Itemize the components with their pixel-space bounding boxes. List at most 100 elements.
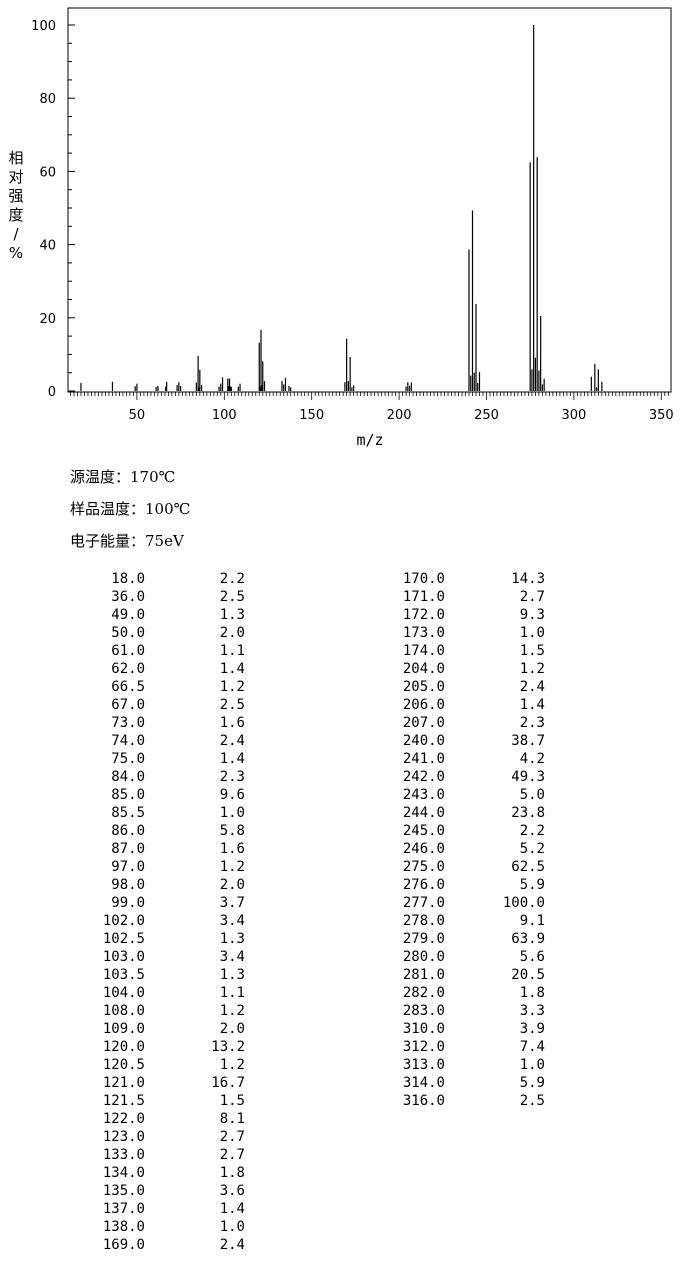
table-row: 50.0 2.0: [0, 624, 260, 642]
table-row: 121.0 16.7: [0, 1074, 260, 1092]
mz-value: 61.0: [111, 643, 145, 659]
table-row: 36.0 2.5: [0, 588, 260, 606]
table-row: 122.0 8.1: [0, 1110, 260, 1128]
y-tick-label: 20: [39, 312, 56, 327]
mz-value: 170.0: [402, 571, 445, 587]
mz-value: 204.0: [402, 661, 445, 677]
mz-value: 310.0: [402, 1021, 445, 1037]
table-row: 135.0 3.6: [0, 1182, 260, 1200]
mz-value: 74.0: [111, 733, 145, 749]
table-row: 102.5 1.3: [0, 930, 260, 948]
table-row: 169.0 2.4: [0, 1236, 260, 1254]
mz-value: 108.0: [102, 1003, 145, 1019]
abundance-value: 1.1: [219, 643, 245, 659]
abundance-value: 3.7: [219, 895, 245, 911]
table-row: 275.0 62.5: [0, 858, 600, 876]
abundance-value: 8.1: [219, 1111, 245, 1127]
table-row: 98.0 2.0: [0, 876, 260, 894]
abundance-value: 2.2: [519, 823, 545, 839]
table-row: 313.0 1.0: [0, 1056, 600, 1074]
mz-value: 84.0: [111, 769, 145, 785]
table-row: 62.0 1.4: [0, 660, 260, 678]
table-row: 282.0 1.8: [0, 984, 600, 1002]
mz-value: 86.0: [111, 823, 145, 839]
peak-table-left: 18.0 2.2 36.0 2.5 49.0 1.3 50.0 2.0 61.0 1.1 62.0 1…: [0, 570, 260, 1254]
x-tick-label: 150: [299, 408, 324, 423]
abundance-value: 2.0: [219, 625, 245, 641]
mz-value: 172.0: [402, 607, 445, 623]
table-row: 138.0 1.0: [0, 1218, 260, 1236]
abundance-value: 2.7: [219, 1147, 245, 1163]
abundance-value: 1.0: [219, 805, 245, 821]
y-axis: 0 20 40 60 80 100: [31, 19, 75, 400]
mz-value: 169.0: [102, 1237, 145, 1253]
abundance-value: 14.3: [511, 571, 545, 587]
table-row: 103.0 3.4: [0, 948, 260, 966]
x-tick-label: 350: [649, 408, 674, 423]
mz-value: 103.5: [102, 967, 145, 983]
table-row: 171.0 2.7: [0, 588, 600, 606]
mz-value: 102.0: [102, 913, 145, 929]
mz-value: 313.0: [402, 1057, 445, 1073]
abundance-value: 13.2: [211, 1039, 245, 1055]
abundance-value: 1.5: [219, 1093, 245, 1109]
abundance-value: 1.5: [519, 643, 545, 659]
mz-value: 66.5: [111, 679, 145, 695]
abundance-value: 9.1: [519, 913, 545, 929]
table-row: 280.0 5.6: [0, 948, 600, 966]
table-row: 316.0 2.5: [0, 1092, 600, 1110]
table-row: 75.0 1.4: [0, 750, 260, 768]
table-row: 121.5 1.5: [0, 1092, 260, 1110]
electron-energy: 电子能量：75eV: [70, 532, 184, 550]
abundance-value: 2.3: [219, 769, 245, 785]
mz-value: 120.0: [102, 1039, 145, 1055]
mz-value: 121.5: [102, 1093, 145, 1109]
abundance-value: 2.4: [219, 1237, 245, 1253]
mz-value: 87.0: [111, 841, 145, 857]
abundance-value: 9.3: [519, 607, 545, 623]
mz-value: 283.0: [402, 1003, 445, 1019]
table-row: 277.0 100.0: [0, 894, 600, 912]
abundance-value: 5.6: [519, 949, 545, 965]
table-row: 240.0 38.7: [0, 732, 600, 750]
table-row: 276.0 5.9: [0, 876, 600, 894]
table-row: 134.0 1.8: [0, 1164, 260, 1182]
abundance-value: 1.3: [219, 931, 245, 947]
x-tick-label: 300: [561, 408, 586, 423]
abundance-value: 4.2: [519, 751, 545, 767]
mz-value: 246.0: [402, 841, 445, 857]
x-tick-label: 50: [129, 408, 146, 423]
mz-value: 104.0: [102, 985, 145, 1001]
abundance-value: 1.0: [519, 625, 545, 641]
abundance-value: 2.5: [219, 589, 245, 605]
mz-value: 50.0: [111, 625, 145, 641]
mz-value: 85.5: [111, 805, 145, 821]
mz-value: 171.0: [402, 589, 445, 605]
table-row: 204.0 1.2: [0, 660, 600, 678]
mz-value: 102.5: [102, 931, 145, 947]
mz-value: 137.0: [102, 1201, 145, 1217]
mz-value: 122.0: [102, 1111, 145, 1127]
table-row: 137.0 1.4: [0, 1200, 260, 1218]
mz-value: 133.0: [102, 1147, 145, 1163]
abundance-value: 9.6: [219, 787, 245, 803]
plot-frame: [67, 7, 672, 393]
table-row: 18.0 2.2: [0, 570, 260, 588]
mz-value: 97.0: [111, 859, 145, 875]
abundance-value: 2.7: [219, 1129, 245, 1145]
table-row: 314.0 5.9: [0, 1074, 600, 1092]
mz-value: 109.0: [102, 1021, 145, 1037]
mz-value: 174.0: [402, 643, 445, 659]
mz-value: 205.0: [402, 679, 445, 695]
table-row: 312.0 7.4: [0, 1038, 600, 1056]
abundance-value: 16.7: [211, 1075, 245, 1091]
mz-value: 18.0: [111, 571, 145, 587]
abundance-value: 62.5: [511, 859, 545, 875]
mz-value: 62.0: [111, 661, 145, 677]
abundance-value: 7.4: [519, 1039, 545, 1055]
y-tick-label: 100: [31, 19, 56, 34]
table-row: 74.0 2.4: [0, 732, 260, 750]
mz-value: 279.0: [402, 931, 445, 947]
table-row: 84.0 2.3: [0, 768, 260, 786]
x-tick-label: 250: [474, 408, 499, 423]
